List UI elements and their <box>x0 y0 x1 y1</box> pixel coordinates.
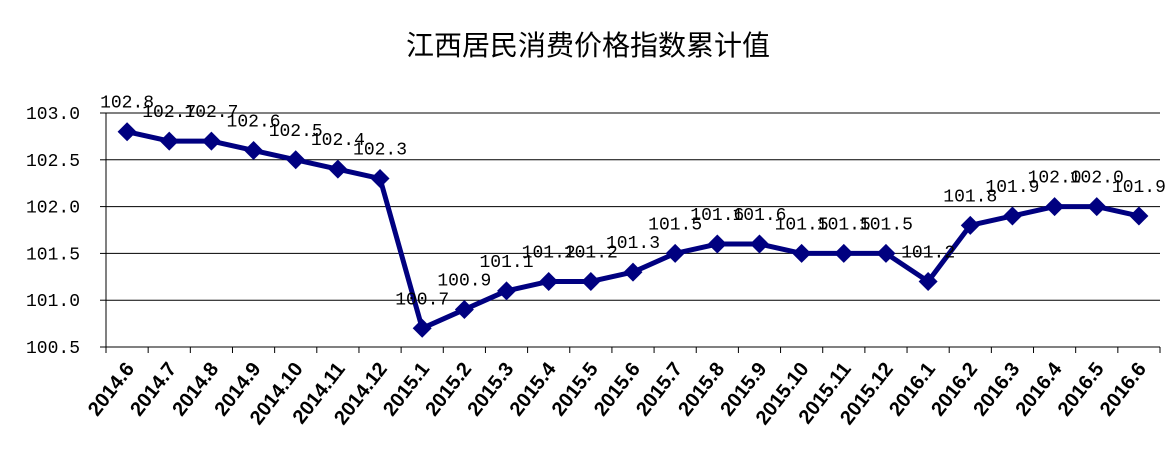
data-label: 102.6 <box>227 112 281 132</box>
x-tick-label: 2016.6 <box>1096 359 1151 421</box>
data-point <box>117 122 137 142</box>
data-point <box>1129 206 1149 226</box>
data-label: 100.9 <box>437 272 491 292</box>
data-label: 101.1 <box>480 253 534 273</box>
data-label: 101.2 <box>522 243 576 263</box>
data-label: 101.9 <box>985 178 1039 198</box>
data-point <box>1087 197 1107 217</box>
data-label: 101.5 <box>859 215 913 235</box>
gridlines <box>106 112 1160 301</box>
series-line <box>126 129 1140 331</box>
data-point <box>834 243 854 263</box>
chart-title: 江西居民消费价格指数累计值 <box>406 29 770 62</box>
data-label: 101.8 <box>943 187 997 207</box>
y-tick-label: 100.5 <box>26 339 80 359</box>
data-point <box>201 131 221 151</box>
data-label: 102.3 <box>353 141 407 161</box>
series-group <box>117 122 1149 338</box>
data-point <box>707 234 727 254</box>
data-label: 102.7 <box>184 103 238 123</box>
data-point <box>412 318 432 338</box>
data-label: 101.2 <box>564 243 618 263</box>
data-label: 102.4 <box>311 131 365 151</box>
data-label: 101.6 <box>732 206 786 226</box>
data-point <box>749 234 769 254</box>
data-label: 102.0 <box>1028 169 1082 189</box>
data-point <box>792 243 812 263</box>
data-label: 102.8 <box>100 94 154 114</box>
data-point <box>539 271 559 291</box>
y-tick-label: 101.5 <box>26 245 80 265</box>
y-tick-label: 101.0 <box>26 292 80 312</box>
data-point <box>918 271 938 291</box>
data-label: 100.7 <box>395 290 449 310</box>
data-label: 101.2 <box>901 243 955 263</box>
data-point <box>960 215 980 235</box>
data-point <box>497 281 517 301</box>
data-point <box>244 140 264 160</box>
data-point <box>1002 206 1022 226</box>
data-point <box>286 150 306 170</box>
data-label: 102.7 <box>142 103 196 123</box>
data-point <box>581 271 601 291</box>
data-point <box>328 159 348 179</box>
data-point <box>623 262 643 282</box>
data-point <box>665 243 685 263</box>
y-tick-label: 102.5 <box>26 152 80 172</box>
data-label: 102.0 <box>1070 169 1124 189</box>
data-label: 101.6 <box>690 206 744 226</box>
data-point <box>370 169 390 189</box>
data-label: 101.3 <box>606 234 660 254</box>
data-point <box>454 300 474 320</box>
data-label: 102.5 <box>269 122 323 142</box>
y-tick-label: 103.0 <box>26 105 80 125</box>
y-tick-label: 102.0 <box>26 199 80 219</box>
axes <box>100 112 1161 353</box>
data-label: 101.5 <box>817 215 871 235</box>
data-label: 101.5 <box>775 215 829 235</box>
data-point <box>876 243 896 263</box>
data-label: 101.9 <box>1112 178 1166 198</box>
data-point <box>1045 197 1065 217</box>
data-point <box>159 131 179 151</box>
data-label: 101.5 <box>648 215 702 235</box>
data-labels: 102.8102.7102.7102.6102.5102.4102.3100.7… <box>100 94 1166 311</box>
x-axis-tick-labels: 2014.62014.72014.82014.92014.102014.1120… <box>84 358 1151 429</box>
y-axis-tick-labels: 100.5 101.0 101.5 102.0 102.5 103.0 <box>26 105 80 359</box>
